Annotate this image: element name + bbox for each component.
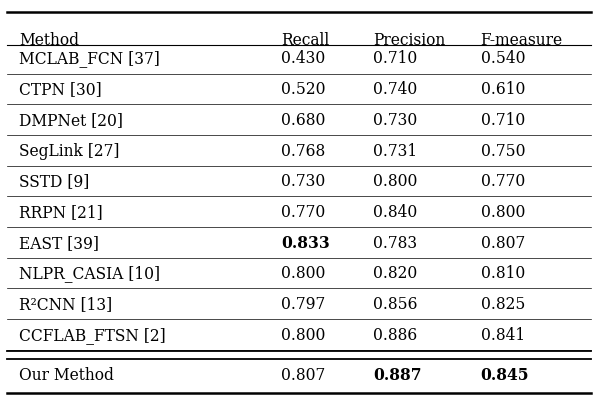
Text: CCFLAB_FTSN [2]: CCFLAB_FTSN [2] bbox=[19, 327, 166, 344]
Text: RRPN [21]: RRPN [21] bbox=[19, 204, 103, 221]
Text: 0.430: 0.430 bbox=[281, 51, 325, 68]
Text: 0.810: 0.810 bbox=[481, 265, 525, 282]
Text: 0.750: 0.750 bbox=[481, 143, 525, 159]
Text: R²CNN [13]: R²CNN [13] bbox=[19, 296, 112, 313]
Text: 0.797: 0.797 bbox=[281, 296, 325, 313]
Text: 0.731: 0.731 bbox=[373, 143, 417, 159]
Text: 0.680: 0.680 bbox=[281, 112, 325, 129]
Text: 0.740: 0.740 bbox=[373, 81, 417, 98]
Text: 0.610: 0.610 bbox=[481, 81, 525, 98]
Text: 0.841: 0.841 bbox=[481, 327, 524, 344]
Text: 0.710: 0.710 bbox=[481, 112, 525, 129]
Text: 0.800: 0.800 bbox=[281, 265, 325, 282]
Text: 0.710: 0.710 bbox=[373, 51, 417, 68]
Text: EAST [39]: EAST [39] bbox=[19, 235, 99, 252]
Text: MCLAB_FCN [37]: MCLAB_FCN [37] bbox=[19, 51, 160, 68]
Text: 0.770: 0.770 bbox=[281, 204, 325, 221]
Text: 0.520: 0.520 bbox=[281, 81, 326, 98]
Text: 0.768: 0.768 bbox=[281, 143, 325, 159]
Text: NLPR_CASIA [10]: NLPR_CASIA [10] bbox=[19, 265, 160, 282]
Text: 0.800: 0.800 bbox=[481, 204, 525, 221]
Text: 0.825: 0.825 bbox=[481, 296, 525, 313]
Text: 0.820: 0.820 bbox=[373, 265, 417, 282]
Text: Recall: Recall bbox=[281, 32, 329, 49]
Text: 0.730: 0.730 bbox=[373, 112, 417, 129]
Text: 0.856: 0.856 bbox=[373, 296, 418, 313]
Text: 0.840: 0.840 bbox=[373, 204, 417, 221]
Text: 0.800: 0.800 bbox=[281, 327, 325, 344]
Text: 0.807: 0.807 bbox=[481, 235, 525, 252]
Text: Our Method: Our Method bbox=[19, 368, 114, 384]
Text: 0.783: 0.783 bbox=[373, 235, 417, 252]
Text: 0.807: 0.807 bbox=[281, 368, 325, 384]
Text: 0.845: 0.845 bbox=[481, 368, 529, 384]
Text: Method: Method bbox=[19, 32, 80, 49]
Text: 0.800: 0.800 bbox=[373, 173, 418, 190]
Text: Precision: Precision bbox=[373, 32, 446, 49]
Text: 0.833: 0.833 bbox=[281, 235, 330, 252]
Text: CTPN [30]: CTPN [30] bbox=[19, 81, 102, 98]
Text: SegLink [27]: SegLink [27] bbox=[19, 143, 120, 159]
Text: 0.540: 0.540 bbox=[481, 51, 525, 68]
Text: DMPNet [20]: DMPNet [20] bbox=[19, 112, 123, 129]
Text: F-measure: F-measure bbox=[481, 32, 563, 49]
Text: SSTD [9]: SSTD [9] bbox=[19, 173, 90, 190]
Text: 0.886: 0.886 bbox=[373, 327, 417, 344]
Text: 0.887: 0.887 bbox=[373, 368, 422, 384]
Text: 0.730: 0.730 bbox=[281, 173, 325, 190]
Text: 0.770: 0.770 bbox=[481, 173, 525, 190]
